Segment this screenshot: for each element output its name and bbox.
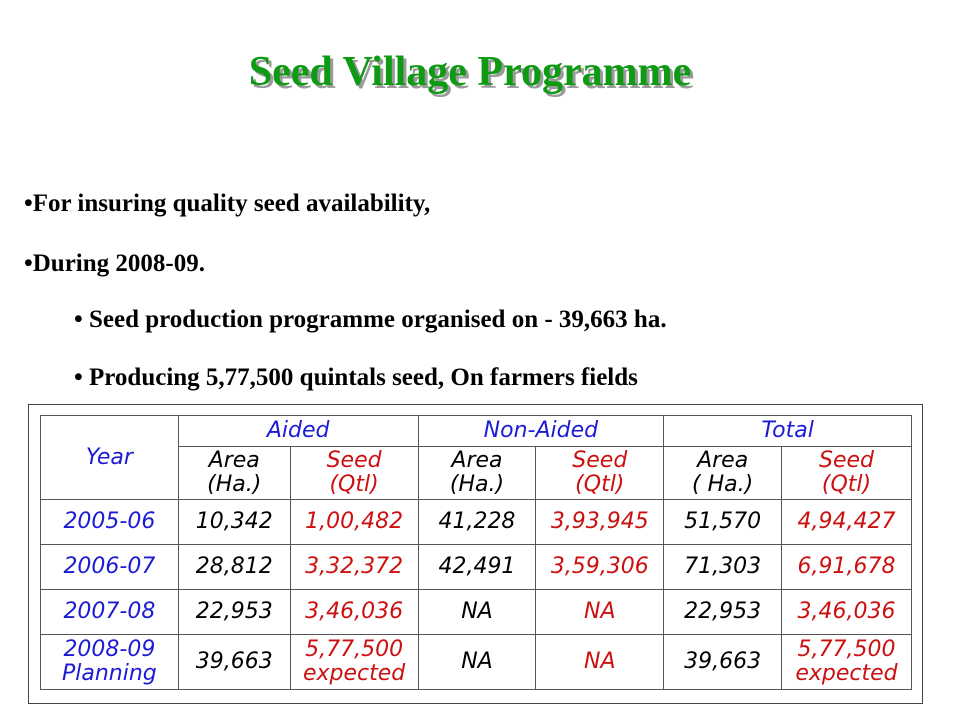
seed-table: Year Aided Non-Aided Total Area (Ha.) See…	[40, 415, 912, 690]
nonaided-seed-cell: 3,93,945	[535, 499, 665, 545]
aided-area-cell: 28,812	[177, 544, 291, 590]
page-title: Seed Village Programme	[248, 49, 692, 95]
total-seed-cell: 4,94,427	[781, 499, 912, 545]
subheader-total-area: Area( Ha.)	[663, 446, 783, 500]
aided-area-cell: 39,663	[177, 634, 291, 690]
nonaided-seed-cell: 3,59,306	[535, 544, 665, 590]
group-header-aided: Aided	[177, 415, 419, 447]
total-seed-cell: 5,77,500 expected	[781, 634, 912, 690]
nonaided-seed-cell: NA	[535, 634, 665, 690]
year-cell: 2005-06	[40, 499, 179, 545]
table-row: 2007-08 22,953 3,46,036 NA NA 22,953 3,4…	[40, 589, 912, 635]
sub-bullet-1: • Seed production programme organised on…	[74, 306, 667, 333]
total-area-cell: 71,303	[663, 544, 783, 590]
group-header-non-aided: Non-Aided	[417, 415, 665, 447]
table-row: 2008-09 Planning 39,663 5,77,500 expected …	[40, 634, 912, 690]
nonaided-area-cell: 41,228	[417, 499, 537, 545]
aided-area-cell: 10,342	[177, 499, 291, 545]
nonaided-area-cell: 42,491	[417, 544, 537, 590]
total-area-cell: 51,570	[663, 499, 783, 545]
bullet-1: •For insuring quality seed availability,	[24, 190, 431, 217]
nonaided-seed-cell: NA	[535, 589, 665, 635]
aided-seed-cell: 1,00,482	[289, 499, 419, 545]
aided-seed-cell: 3,46,036	[289, 589, 419, 635]
nonaided-area-cell: NA	[417, 589, 537, 635]
year-cell: 2007-08	[40, 589, 179, 635]
total-seed-cell: 3,46,036	[781, 589, 912, 635]
aided-seed-cell: 3,32,372	[289, 544, 419, 590]
table-frame	[28, 404, 923, 704]
group-header-total: Total	[663, 415, 912, 447]
year-cell: 2006-07	[40, 544, 179, 590]
aided-area-cell: 22,953	[177, 589, 291, 635]
sub-bullet-2: • Producing 5,77,500 quintals seed, On f…	[74, 364, 638, 391]
subheader-total-seed: Seed (Qtl)	[781, 446, 912, 500]
year-header: Year	[40, 415, 179, 500]
total-area-cell: 22,953	[663, 589, 783, 635]
subheader-nonaided-area: Area (Ha.)	[417, 446, 537, 500]
total-seed-cell: 6,91,678	[781, 544, 912, 590]
subheader-aided-seed: Seed (Qtl)	[289, 446, 419, 500]
table-row: 2006-07 28,812 3,32,372 42,491 3,59,306 …	[40, 544, 912, 590]
total-area-cell: 39,663	[663, 634, 783, 690]
bullet-2: •During 2008-09.	[24, 250, 205, 277]
nonaided-area-cell: NA	[417, 634, 537, 690]
year-cell: 2008-09 Planning	[40, 634, 179, 690]
table-row: 2005-06 10,342 1,00,482 41,228 3,93,945 …	[40, 499, 912, 545]
aided-seed-cell: 5,77,500 expected	[289, 634, 419, 690]
subheader-aided-area: Area (Ha.)	[177, 446, 291, 500]
subheader-nonaided-seed: Seed (Qtl)	[535, 446, 665, 500]
